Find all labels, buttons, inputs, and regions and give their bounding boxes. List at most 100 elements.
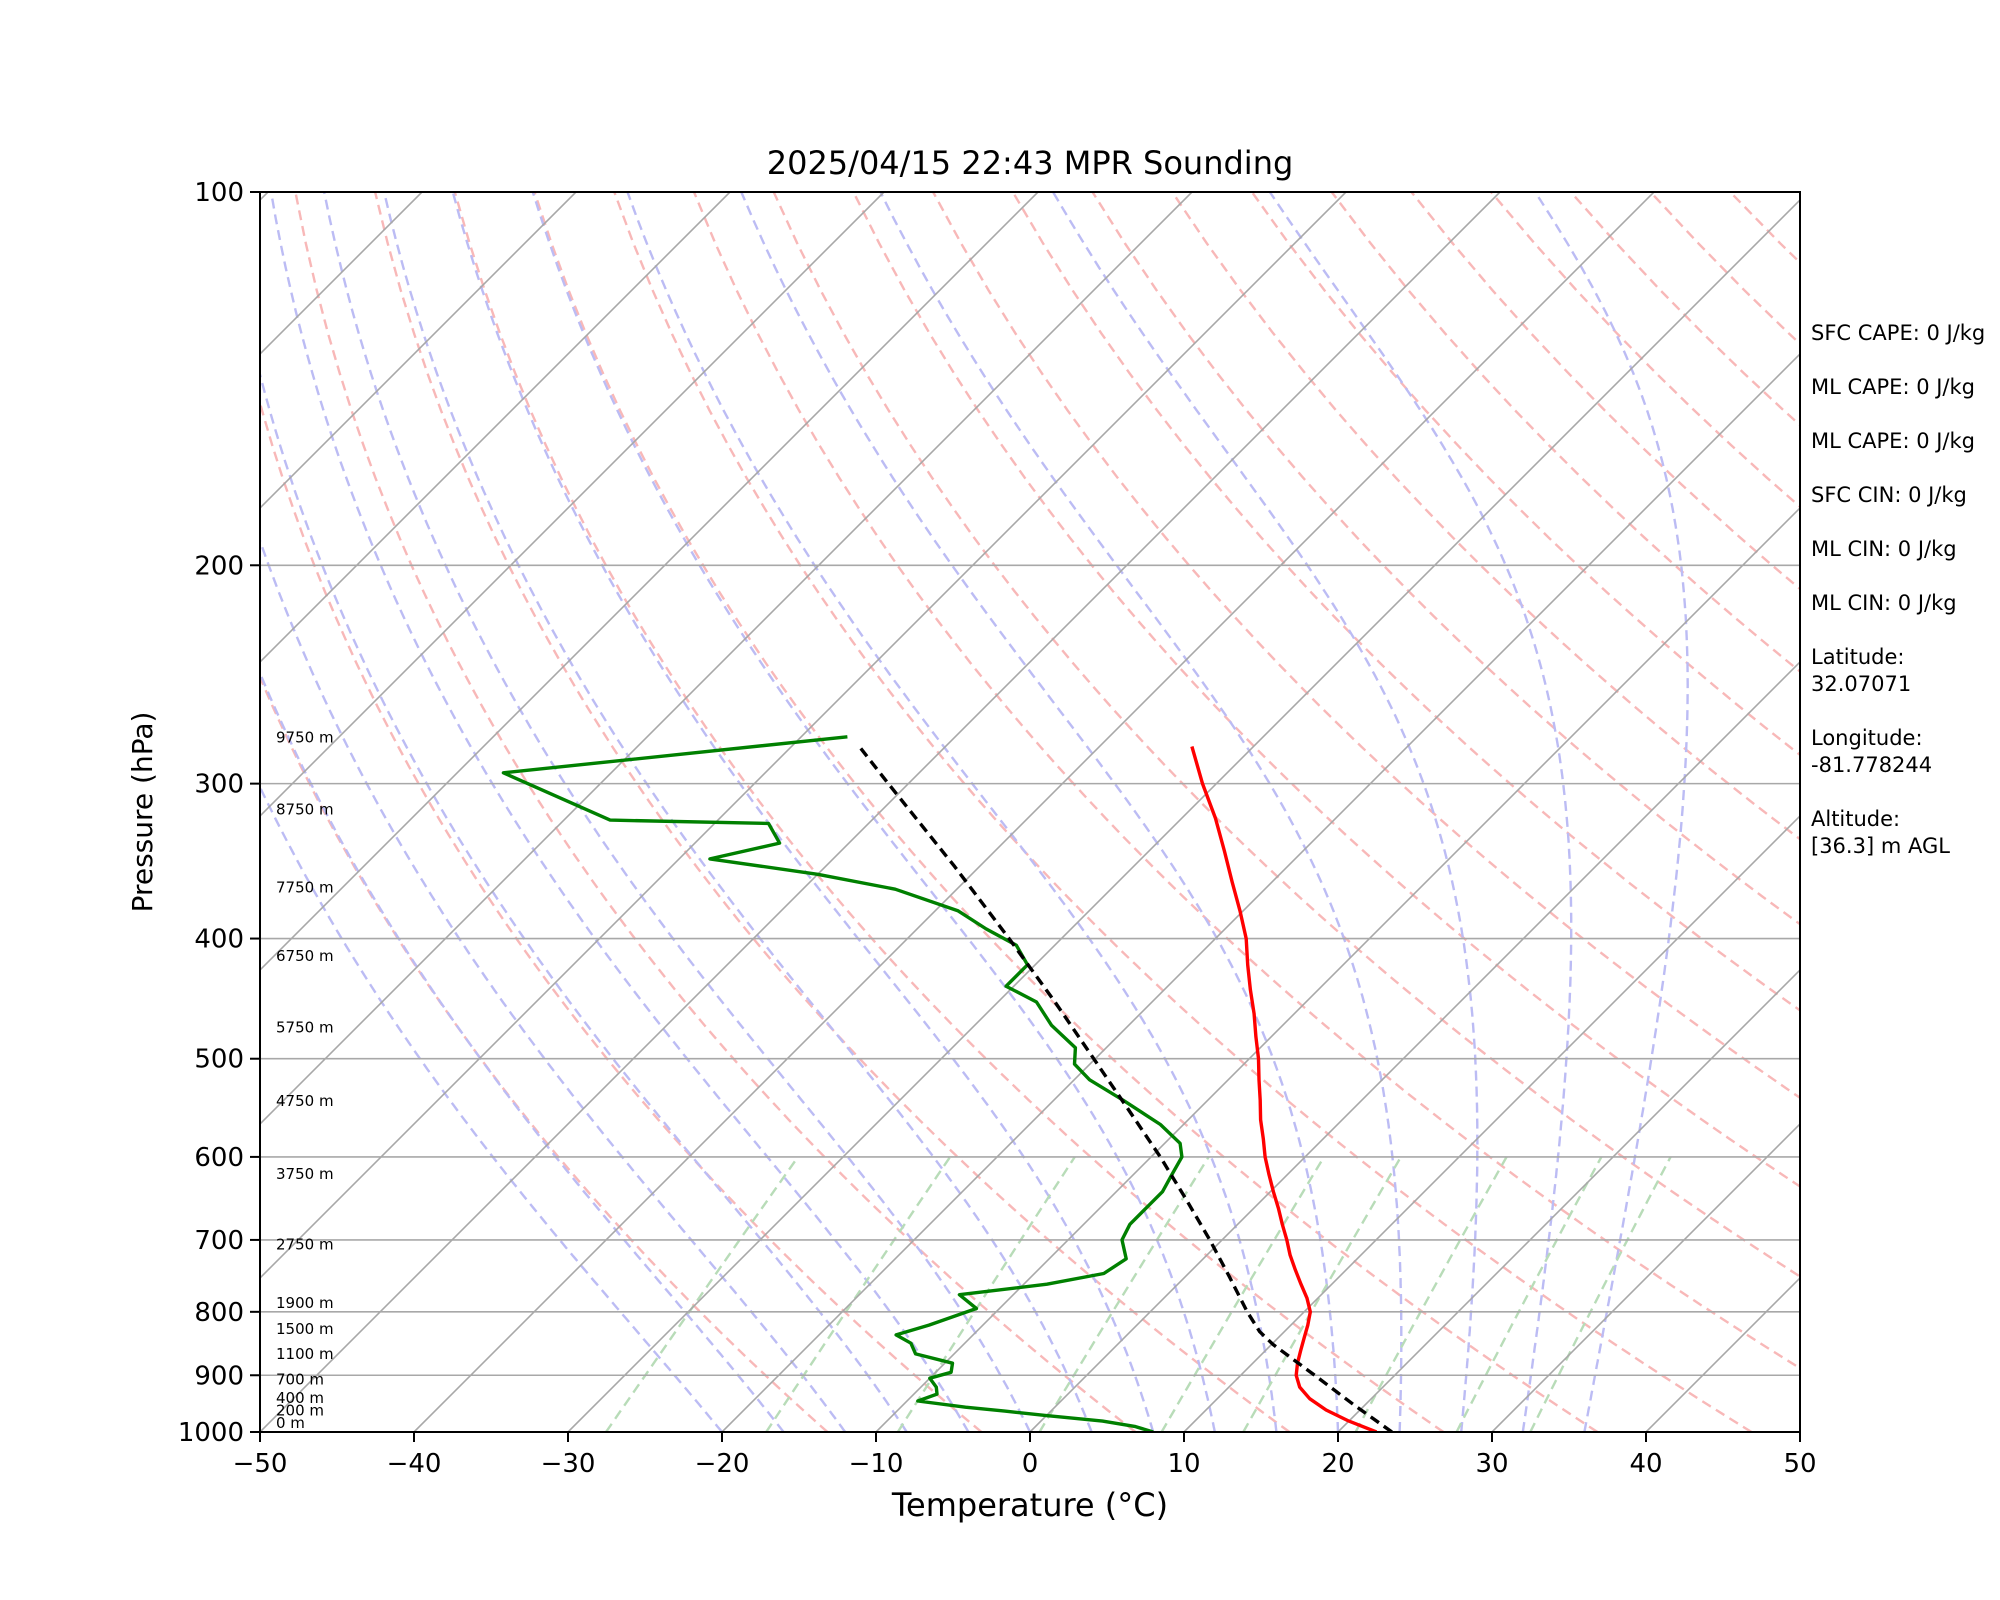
x-tick-label: 50: [1783, 1449, 1816, 1479]
background-lines: [0, 192, 1800, 1432]
stat-text: ML CAPE: 0 J/kg: [1811, 375, 1975, 399]
isotherm: [260, 192, 885, 818]
height-label: 5750 m: [276, 1019, 334, 1037]
dry-adiabat: [692, 192, 1800, 1370]
series-layer: [501, 735, 1393, 1432]
moist-adiabat: [382, 192, 1093, 1432]
mixing-ratio-line: [896, 1156, 1076, 1432]
plot-area: [260, 192, 1800, 1432]
stat-text: SFC CIN: 0 J/kg: [1811, 483, 1967, 507]
dry-adiabat: [260, 674, 829, 1432]
dry-adiabat: [852, 192, 1800, 1188]
y-tick-label: 100: [194, 178, 244, 208]
x-tick-label: −10: [849, 1449, 904, 1479]
height-label: 1500 m: [276, 1320, 334, 1338]
moist-adiabat: [323, 192, 1032, 1432]
height-label: 6750 m: [276, 947, 334, 965]
isotherm: [875, 506, 1800, 1432]
isotherm: [260, 192, 731, 664]
height-label: 1900 m: [276, 1294, 334, 1312]
x-tick-label: −50: [233, 1449, 288, 1479]
x-tick-label: −30: [541, 1449, 596, 1479]
moist-adiabat: [626, 192, 1278, 1432]
isotherm: [0, 192, 114, 1432]
height-label: 8750 m: [276, 800, 334, 818]
y-axis: 100 200 300 400 500 600 700 800 900 1000: [178, 178, 260, 1448]
moist-adiabat: [260, 670, 785, 1432]
y-tick-label: 400: [194, 925, 244, 955]
height-label: 1100 m: [276, 1345, 334, 1363]
moist-adiabat: [1534, 192, 1689, 1432]
dry-adiabat: [294, 192, 1137, 1432]
isotherm: [721, 352, 1800, 1432]
y-tick-label: 600: [194, 1143, 244, 1173]
dewpoint-line: [501, 735, 1184, 1432]
isotherm: [260, 192, 1193, 1126]
dry-adiabat: [613, 192, 1753, 1432]
isotherm: [260, 192, 577, 510]
isotherm: [567, 198, 1800, 1432]
moist-adiabat: [260, 784, 723, 1432]
x-axis: −50 −40 −30 −20 −10 0 10 20 30 40 50: [233, 1432, 1817, 1479]
moist-adiabat: [1051, 192, 1479, 1432]
dry-adiabat: [533, 192, 1599, 1432]
stat-text: ML CIN: 0 J/kg: [1811, 537, 1957, 561]
dry-adiabat: [453, 192, 1445, 1432]
isotherm: [260, 192, 1501, 1432]
y-tick-label: 900: [194, 1361, 244, 1391]
height-label: 4750 m: [276, 1092, 334, 1110]
isotherm: [260, 192, 1039, 972]
isotherm: [260, 192, 1347, 1280]
moist-adiabat: [260, 537, 847, 1432]
stat-text: Longitude:: [1811, 726, 1923, 750]
mixing-ratio-line: [1038, 1156, 1210, 1432]
stat-text: [36.3] m AGL: [1811, 834, 1950, 858]
stat-text: Altitude:: [1811, 807, 1900, 831]
x-tick-label: 20: [1321, 1449, 1354, 1479]
stat-text: Latitude:: [1811, 645, 1905, 669]
dry-adiabat: [1091, 192, 1800, 926]
dry-adiabat: [260, 398, 983, 1432]
stat-text: -81.778244: [1811, 753, 1932, 777]
x-tick-label: 30: [1475, 1449, 1508, 1479]
moist-adiabat: [260, 369, 908, 1432]
chart-title: 2025/04/15 22:43 MPR Sounding: [767, 144, 1294, 182]
moist-adiabat: [740, 192, 1340, 1432]
x-tick-label: −40: [387, 1449, 442, 1479]
y-axis-label: Pressure (hPa): [126, 712, 159, 913]
y-tick-label: 800: [194, 1298, 244, 1328]
height-label: 7750 m: [276, 879, 334, 897]
moist-adiabat: [879, 192, 1403, 1432]
dry-adiabat: [1011, 192, 1800, 1012]
height-label: 0 m: [276, 1414, 305, 1432]
x-tick-label: 10: [1167, 1449, 1200, 1479]
isotherm: [1491, 1122, 1800, 1432]
stat-text: SFC CAPE: 0 J/kg: [1811, 321, 1985, 345]
sounding-stats: SFC CAPE: 0 J/kg ML CAPE: 0 J/kg ML CAPE: …: [1811, 321, 1985, 858]
x-axis-label: Temperature (°C): [891, 1486, 1168, 1524]
dry-adiabat: [772, 192, 1800, 1278]
stat-text: ML CAPE: 0 J/kg: [1811, 429, 1975, 453]
y-tick-label: 1000: [178, 1418, 244, 1448]
height-label: 400 m: [276, 1389, 324, 1407]
height-label: 2750 m: [276, 1236, 334, 1254]
isotherm: [413, 192, 1655, 1432]
x-tick-label: 40: [1629, 1449, 1662, 1479]
y-tick-label: 300: [194, 770, 244, 800]
y-tick-label: 700: [194, 1226, 244, 1256]
height-label: 3750 m: [276, 1165, 334, 1183]
isotherm: [1183, 814, 1800, 1432]
height-label: 200 m: [276, 1401, 324, 1419]
height-label: 9750 m: [276, 728, 334, 746]
dry-adiabat: [373, 192, 1291, 1432]
y-tick-label: 200: [194, 551, 244, 581]
isotherm: [1337, 968, 1800, 1432]
x-tick-label: 0: [1022, 1449, 1039, 1479]
stat-text: 32.07071: [1811, 672, 1911, 696]
moist-adiabat: [1268, 192, 1573, 1432]
y-tick-label: 500: [194, 1045, 244, 1075]
dry-adiabat: [1250, 192, 1800, 757]
parcel-line: [857, 745, 1393, 1432]
